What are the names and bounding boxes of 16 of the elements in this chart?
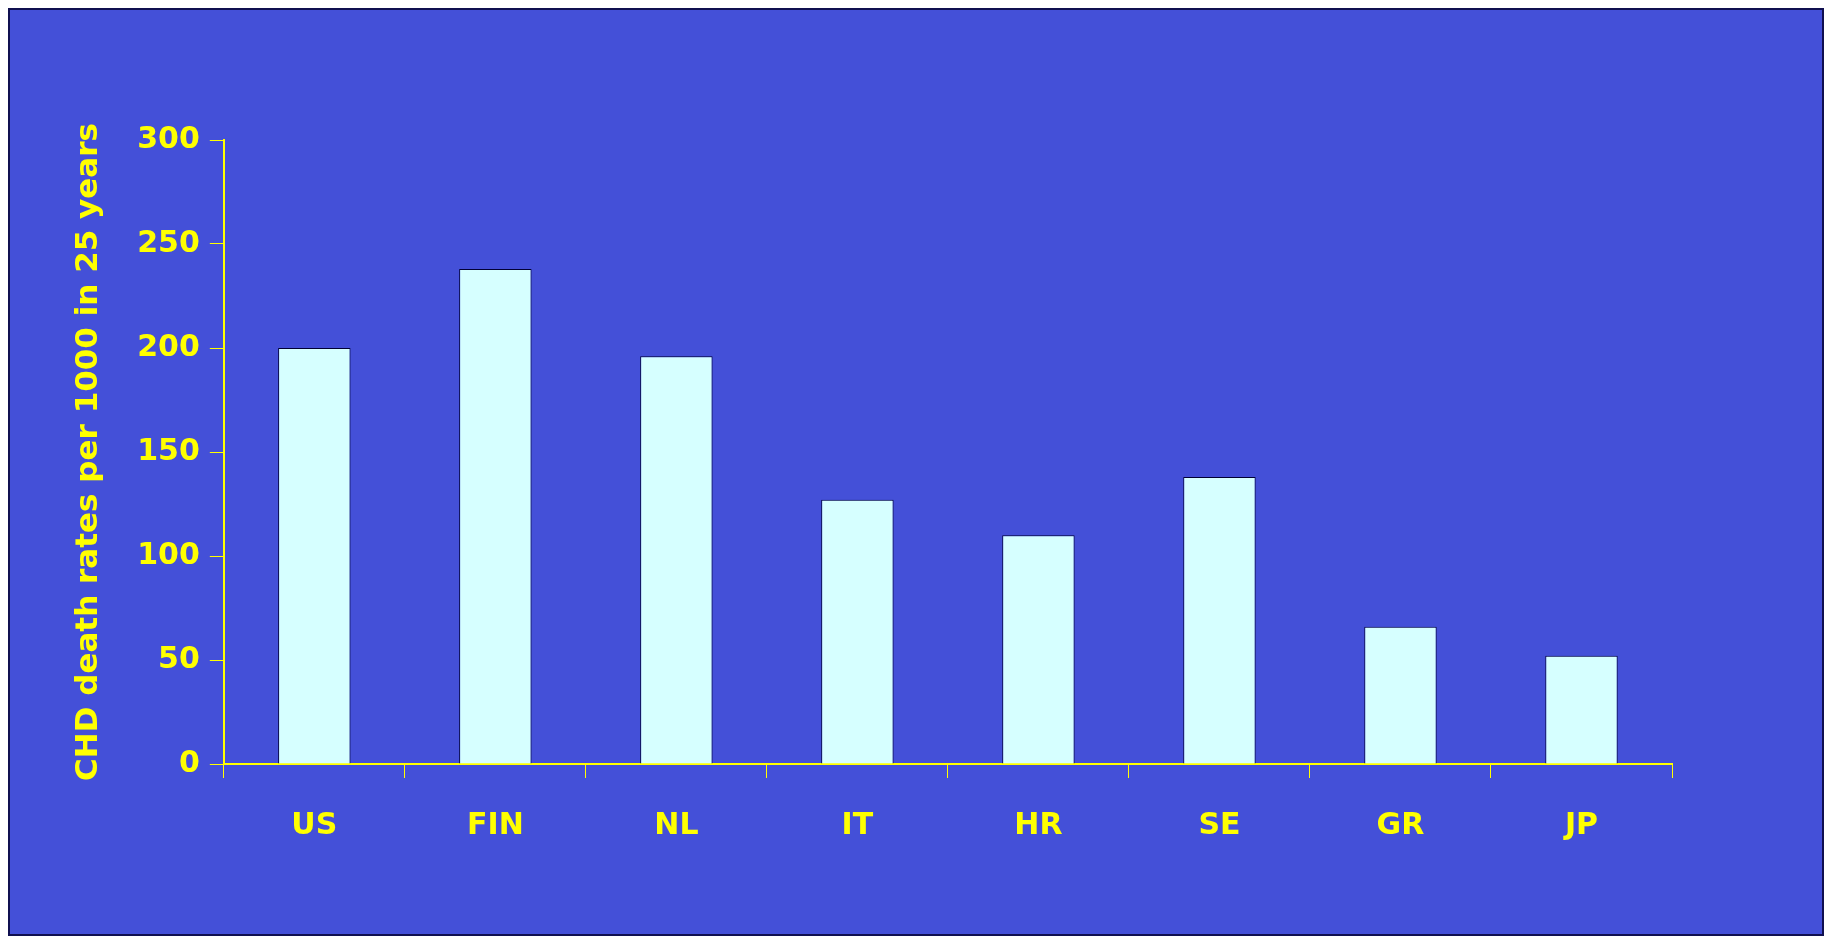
y-tick-label: 50 [158, 639, 200, 675]
y-tick-label: 250 [137, 223, 200, 259]
x-tick-label: JP [1562, 805, 1599, 841]
x-tick-label: SE [1198, 805, 1241, 841]
x-tick-label: US [291, 805, 338, 841]
x-tick-label: NL [654, 805, 699, 841]
x-tick-label: FIN [466, 805, 524, 841]
y-tick-label: 150 [137, 431, 200, 467]
y-tick-label: 300 [137, 119, 200, 155]
x-tick-label: IT [841, 805, 874, 841]
x-tick-label: HR [1014, 805, 1063, 841]
y-axis-title: CHD death rates per 1000 in 25 years [67, 122, 104, 782]
y-tick-label: 100 [137, 535, 200, 571]
x-tick-label: GR [1376, 805, 1425, 841]
y-tick-label: 0 [178, 743, 200, 779]
y-tick-label: 200 [137, 327, 200, 363]
